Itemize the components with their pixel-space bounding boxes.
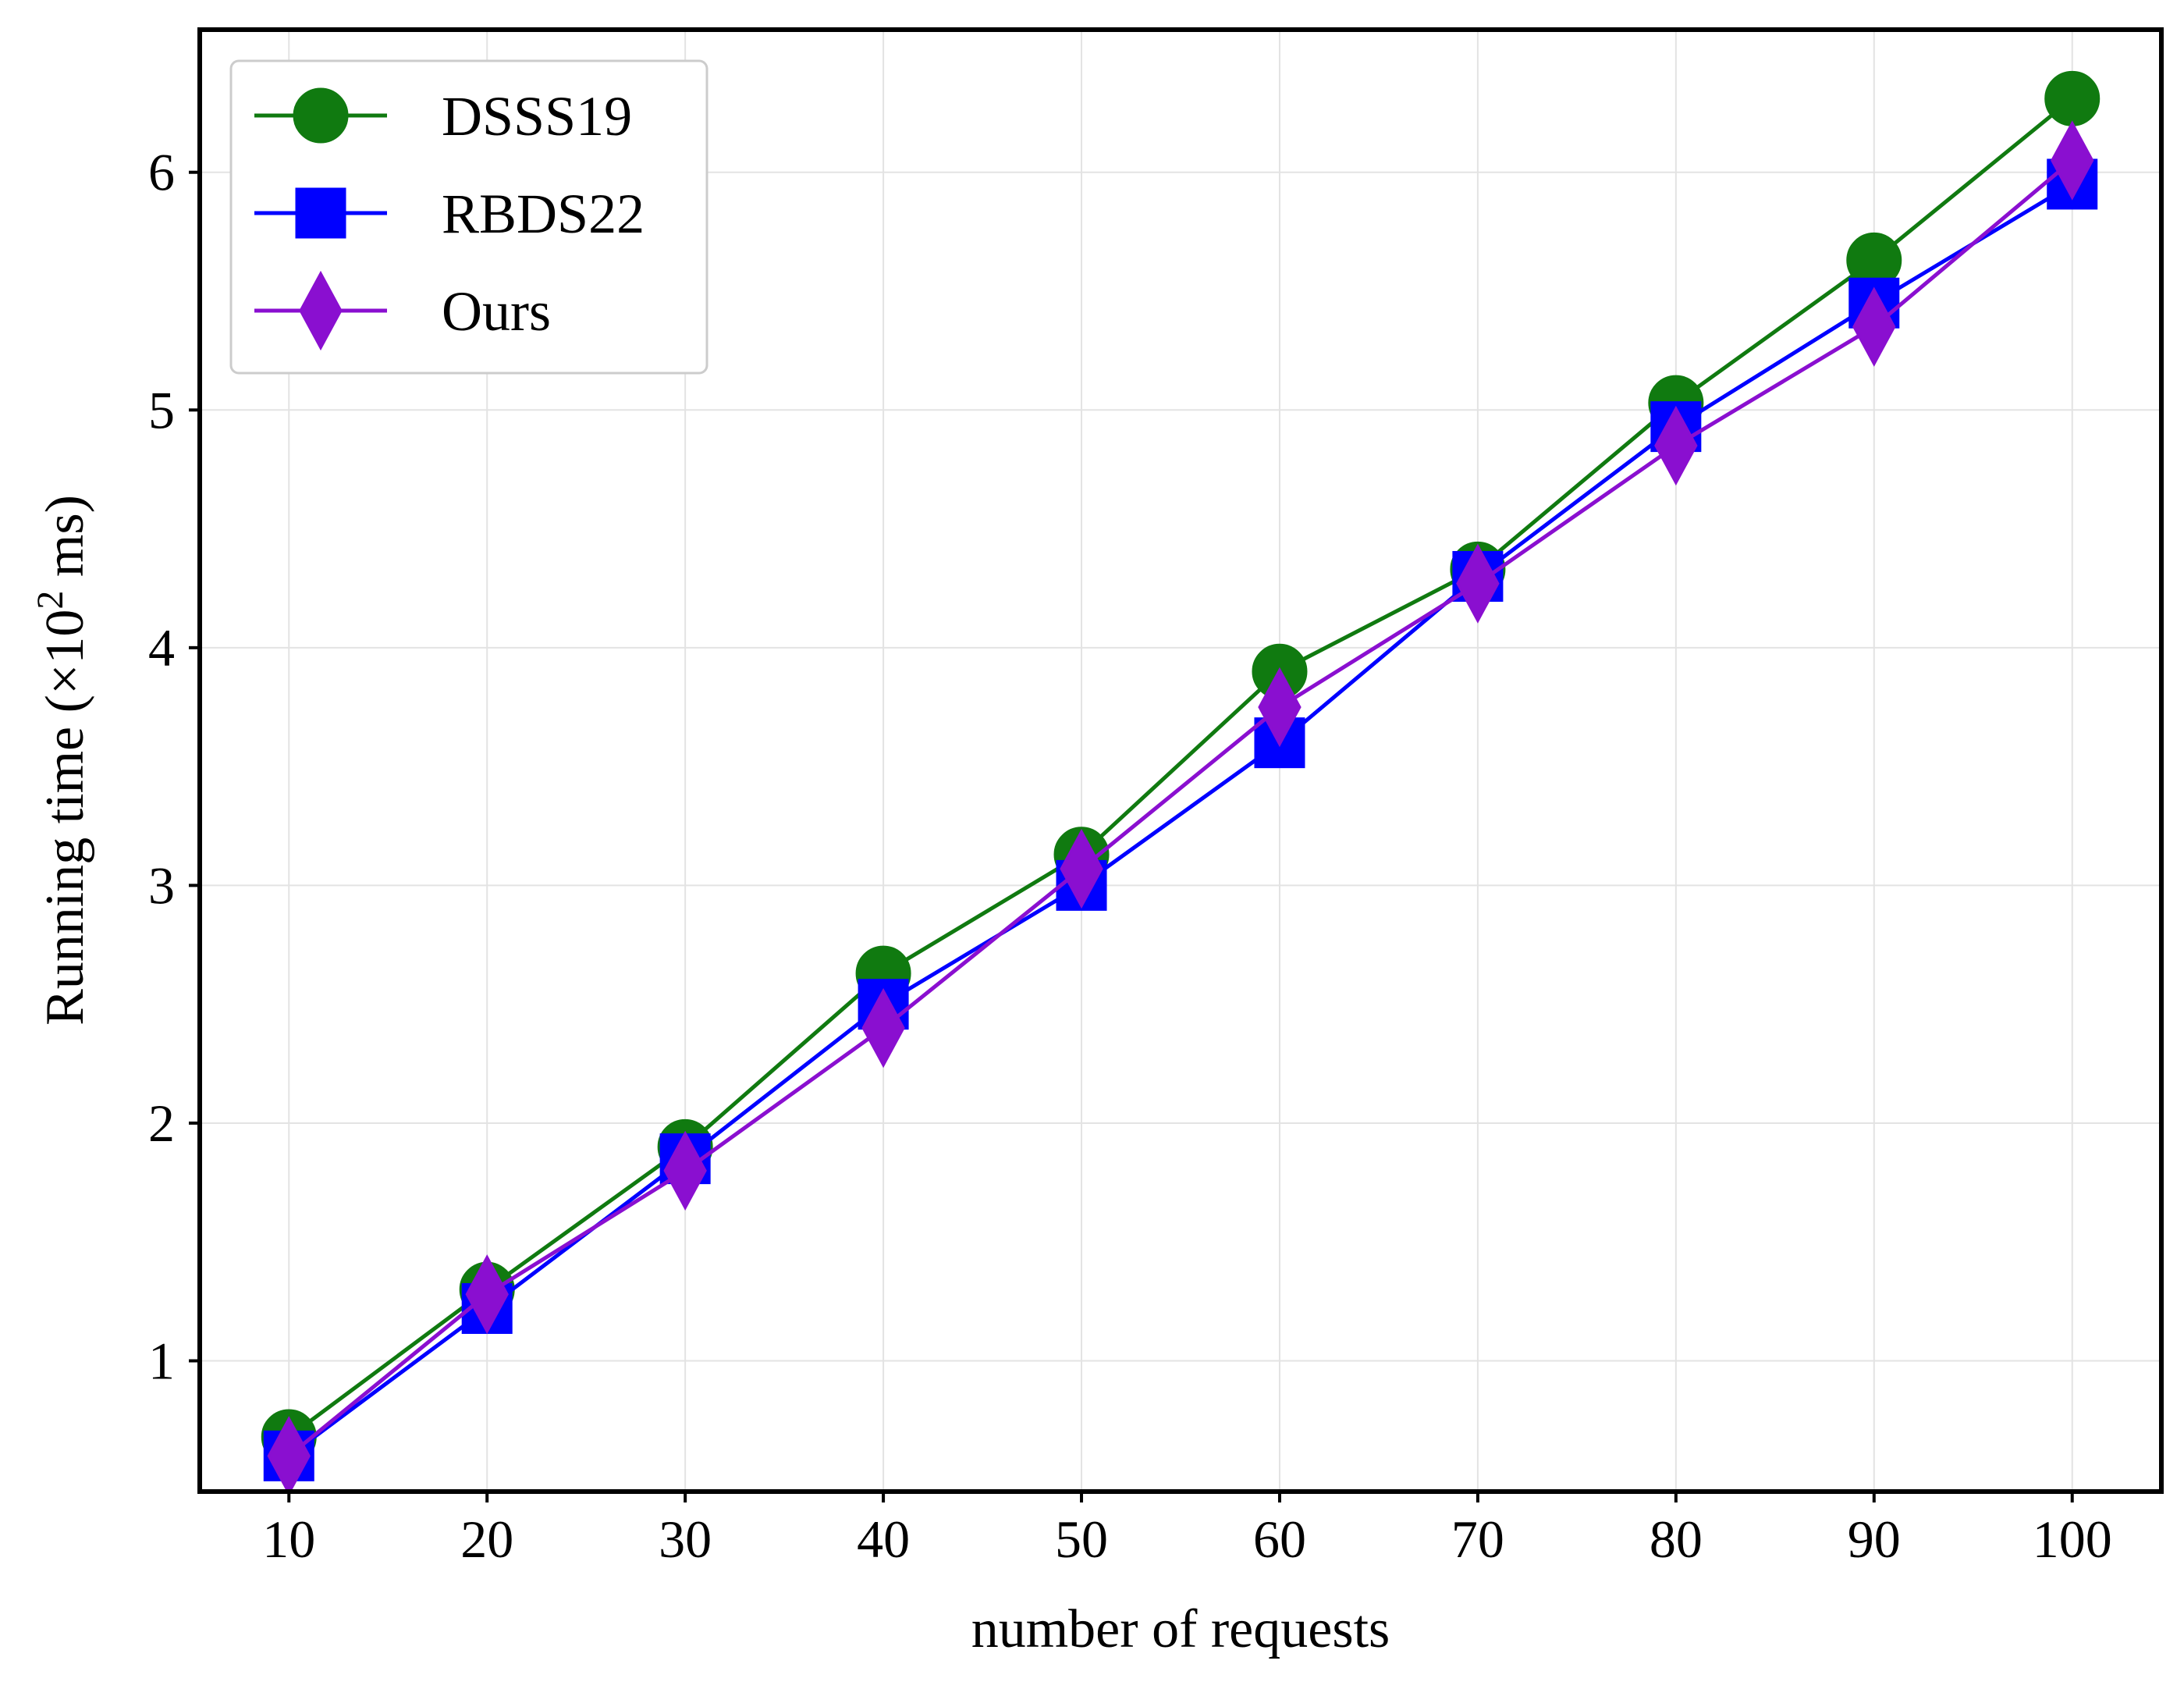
x-tick-label: 90	[1848, 1510, 1901, 1569]
data-point-ours	[663, 1130, 707, 1211]
y-tick-label: 5	[148, 380, 175, 439]
y-tick-label: 4	[148, 618, 175, 677]
data-point-ours	[1258, 667, 1302, 748]
y-tick-label: 2	[148, 1093, 175, 1153]
data-point-ours	[1852, 286, 1896, 367]
x-tick-label: 60	[1253, 1510, 1306, 1569]
data-point-ours	[2051, 120, 2094, 201]
data-point-ours	[1060, 828, 1103, 909]
series-ours	[267, 120, 2094, 1496]
legend-marker-ours	[299, 270, 343, 351]
y-axis-label-exponent: 2	[30, 591, 71, 610]
series-line-ours	[287, 158, 2074, 1458]
y-axis-label-main: Running time (×10	[35, 610, 95, 1026]
x-tick-label: 50	[1055, 1510, 1108, 1569]
axis-ticks: 10 20 30 40 50 60 70 80 90 100 1 2 3 4 5 6	[148, 143, 2112, 1569]
legend-entry-dsss19: DSSS19	[254, 85, 632, 148]
legend-label-rbds22: RBDS22	[442, 183, 645, 245]
legend-marker-rbds22	[295, 187, 346, 239]
legend-label-ours: Ours	[442, 280, 551, 343]
data-point-ours	[1654, 405, 1698, 486]
data-point-ours	[1456, 543, 1500, 624]
legend-entry-rbds22: RBDS22	[254, 183, 645, 245]
legend-box	[229, 59, 708, 375]
data-point-ours	[465, 1254, 509, 1335]
legend-entry-ours: Ours	[254, 270, 551, 351]
y-axis-label-unit: ms)	[35, 495, 95, 591]
data-point-dsss19	[2044, 70, 2101, 126]
data-point-ours	[861, 987, 905, 1069]
x-axis-label: number of requests	[971, 1599, 1390, 1659]
legend-marker-dsss19	[293, 87, 349, 144]
x-tick-label: 10	[262, 1510, 315, 1569]
y-tick-label: 1	[148, 1331, 175, 1390]
x-tick-label: 80	[1650, 1510, 1703, 1569]
series-line-dsss19	[287, 97, 2074, 1439]
plot-area-frame	[197, 27, 2164, 1494]
x-tick-label: 20	[460, 1510, 513, 1569]
y-axis-label: Running time (×102 ms)	[30, 495, 95, 1026]
legend: DSSS19 RBDS22 Ours	[229, 59, 708, 375]
legend-label-dsss19: DSSS19	[442, 85, 632, 148]
y-tick-label: 6	[148, 143, 175, 202]
y-tick-label: 3	[148, 855, 175, 915]
series-lines	[261, 70, 2101, 1496]
x-tick-label: 40	[857, 1510, 910, 1569]
x-tick-label: 100	[2033, 1510, 2112, 1569]
x-tick-label: 70	[1451, 1510, 1504, 1569]
x-tick-label: 30	[659, 1510, 712, 1569]
